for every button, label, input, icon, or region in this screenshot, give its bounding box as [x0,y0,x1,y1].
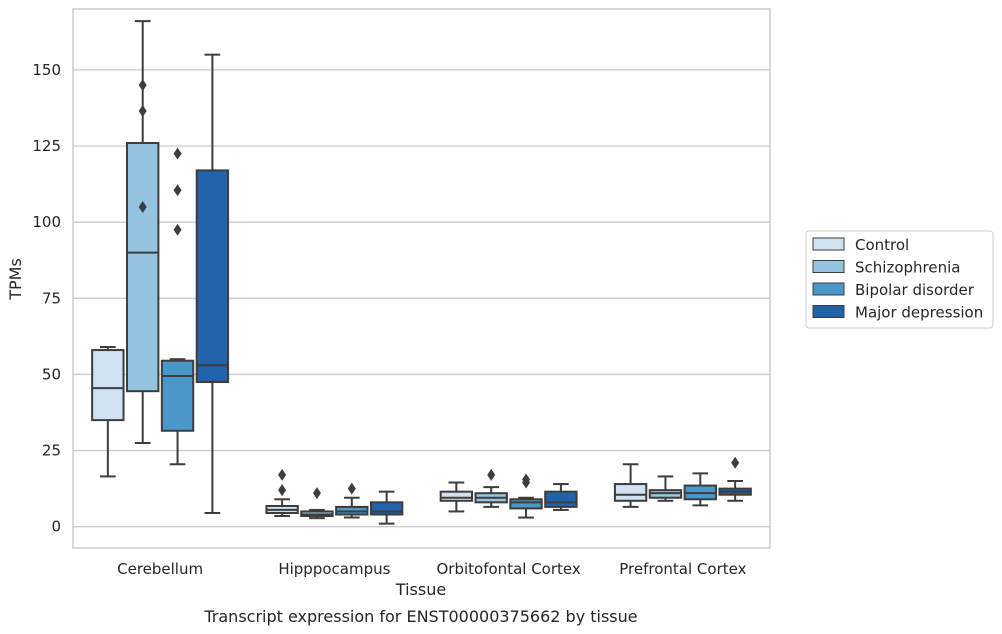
box-iqr [160,359,195,432]
outlier-point [522,473,531,486]
outlier-point [347,482,356,495]
y-tick-labels: 0 25 50 75 100 125 150 [32,61,61,536]
box-2-2 [509,473,543,519]
x-tick-labels: Cerebellum Hipppocampus Orbitofontal Corte… [117,560,746,578]
legend-label-1: Schizophrenia [855,259,960,277]
outlier-point [278,484,287,497]
outlier-point [138,79,147,92]
legend-swatch-3 [812,305,845,318]
box-0-0 [91,346,125,478]
box-1-1 [300,487,334,520]
outlier-point [138,105,147,118]
figure-caption: Transcript expression for ENST0000037566… [203,607,637,626]
x-tick-2: Orbitofontal Cortex [437,560,581,578]
legend-label-2: Bipolar disorder [855,281,975,299]
box-1-3 [369,490,404,525]
legend-label-0: Control [855,236,909,254]
box-iqr [613,483,648,502]
x-axis-label: Tissue [395,580,446,599]
box-1-2 [335,482,369,519]
box-2-3 [544,483,578,511]
box-iqr [544,490,578,508]
box-3-2 [683,472,717,507]
y-tick-100: 100 [32,213,61,231]
legend-swatch-0 [812,237,845,251]
outlier-point [487,468,496,481]
x-tick-1: Hipppocampus [278,560,390,578]
y-tick-150: 150 [32,61,61,79]
outlier-point [138,200,147,213]
plot-background [73,9,770,548]
box-iqr [369,501,404,516]
x-tick-3: Prefrontal Cortex [619,560,746,578]
outlier-point [731,456,740,469]
outlier-point [173,184,182,197]
legend-swatch-2 [812,282,845,296]
plot-frame [72,8,771,549]
box-iqr [126,141,160,393]
box-iqr [439,490,474,502]
box-0-1 [126,20,160,444]
box-0-3 [195,53,230,514]
legend-swatch-1 [812,260,845,273]
x-tick-0: Cerebellum [117,560,203,578]
outlier-point [173,223,182,236]
outlier-point [278,468,287,481]
legend: Control Schizophrenia Bipolar disorder Majo… [805,230,994,329]
outlier-point [312,487,321,500]
box-2-1 [474,468,508,508]
y-tick-25: 25 [42,442,61,460]
legend-frame [805,230,994,329]
box-3-3 [718,456,752,502]
box-iqr [509,498,543,510]
y-tick-125: 125 [32,137,61,155]
box-0-2 [160,147,195,466]
box-iqr [91,349,125,422]
y-tick-0: 0 [51,518,61,536]
box-2-0 [439,481,474,513]
y-tick-75: 75 [42,289,61,307]
box-iqr [195,169,230,384]
outlier-point [173,147,182,160]
y-tick-50: 50 [42,365,61,383]
box-1-0 [265,468,299,518]
box-3-1 [648,475,683,502]
y-axis-label: TPMs [6,258,25,301]
boxes-layer [91,20,752,525]
box-3-0 [613,463,648,508]
legend-label-3: Major depression [855,304,983,322]
